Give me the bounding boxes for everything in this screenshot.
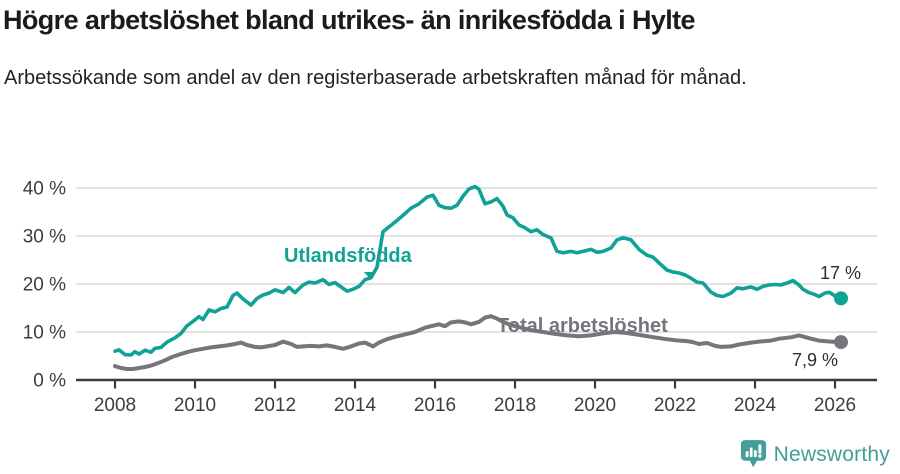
series-end-dot [834,335,848,350]
series-label-total: Total arbetslöshet [497,315,668,337]
y-tick-label: 20 % [23,275,66,296]
series-label-utlandsfodda: Utlandsfödda [284,245,412,267]
y-tick-label: 10 % [23,323,66,344]
chart-subtitle: Arbetssökande som andel av den registerb… [4,67,747,89]
series-end-value-utlandsfodda: 17 % [820,263,862,283]
x-tick-label: 2008 [94,395,136,416]
plot-area: 2008 2010 2012 2014 2016 2018 2020 2022 2024 2026… [0,140,900,450]
x-tick-label: 2022 [654,395,696,416]
chart-title: Högre arbetslöshet bland utrikes- än inr… [3,5,696,35]
x-tick-label: 2020 [574,395,616,416]
newsworthy-logo-icon [740,440,766,468]
x-tick-label: 2026 [814,395,856,416]
x-tick-label: 2016 [414,395,456,416]
y-tick-label: 30 % [23,227,66,248]
x-tick-label: 2024 [734,395,777,416]
y-tick-label: 0 % [33,371,66,392]
x-tick-label: 2010 [174,395,216,416]
series-end-value-total: 7,9 % [792,350,839,370]
x-tick-label: 2012 [254,395,296,416]
newsworthy-link[interactable]: Newsworthy [740,439,890,470]
x-tick-label: 2018 [494,395,536,416]
x-tick-label: 2014 [334,395,377,416]
y-tick-label: 40 % [23,179,66,200]
line-chart: 2008 2010 2012 2014 2016 2018 2020 2022 2024 2026… [23,179,877,416]
down-caret-icon [364,272,376,279]
series-end-dot [834,291,848,306]
newsworthy-brand: Newsworthy [773,442,890,466]
series-line-total [113,314,843,371]
series-line-utlandsfodda [113,184,843,357]
